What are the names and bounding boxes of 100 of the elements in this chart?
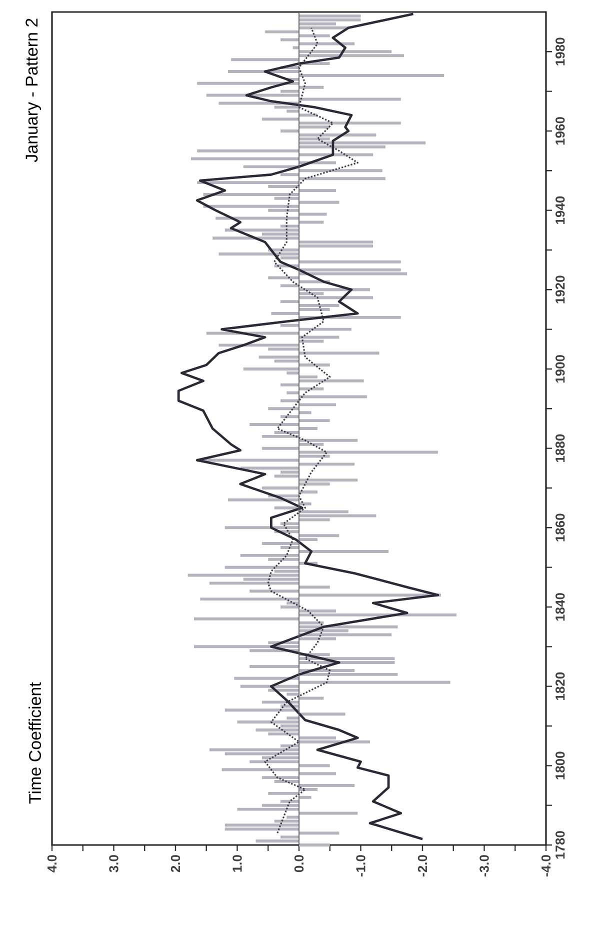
bar bbox=[243, 368, 299, 370]
bar bbox=[224, 228, 299, 232]
bar bbox=[298, 534, 340, 538]
bar bbox=[280, 284, 299, 288]
bar bbox=[298, 86, 324, 89]
bar bbox=[298, 764, 330, 768]
bar bbox=[218, 252, 299, 256]
bar bbox=[206, 94, 299, 97]
bar bbox=[262, 434, 299, 438]
bar bbox=[256, 840, 299, 843]
x-tick-label: 4.0 bbox=[47, 855, 57, 872]
bar bbox=[298, 26, 348, 30]
bar bbox=[298, 672, 398, 676]
bar bbox=[194, 617, 299, 620]
bar bbox=[280, 415, 299, 418]
bar bbox=[203, 204, 299, 208]
bar bbox=[274, 506, 299, 510]
y-tick-label: 1880 bbox=[556, 434, 565, 462]
bar bbox=[231, 58, 299, 62]
bar bbox=[298, 387, 324, 390]
bar bbox=[262, 486, 299, 490]
bar bbox=[298, 403, 336, 406]
bar bbox=[262, 776, 299, 780]
bar bbox=[240, 466, 299, 470]
bar bbox=[224, 566, 299, 569]
bar bbox=[250, 590, 299, 593]
x-tick-label: -2.0 bbox=[418, 855, 428, 876]
y-tick-label: 1820 bbox=[556, 672, 565, 700]
bar bbox=[298, 450, 438, 454]
bar bbox=[209, 748, 299, 752]
bar bbox=[298, 796, 312, 799]
bar bbox=[298, 169, 382, 172]
bar bbox=[271, 312, 299, 315]
bar bbox=[237, 720, 299, 724]
text: January - Pattern 2 bbox=[26, 18, 42, 162]
bar bbox=[298, 550, 389, 553]
bar bbox=[298, 260, 401, 264]
bar bbox=[237, 808, 299, 811]
bar bbox=[298, 200, 340, 204]
bar bbox=[280, 130, 299, 132]
x-tick-label: 1.0 bbox=[232, 855, 242, 872]
bar bbox=[298, 594, 442, 597]
y-tick-label: 1860 bbox=[556, 514, 565, 542]
bar bbox=[298, 189, 336, 192]
x-tick-label: -1.0 bbox=[356, 855, 366, 876]
bar bbox=[298, 328, 352, 331]
x-tick-label: -4.0 bbox=[541, 855, 551, 876]
bar bbox=[265, 30, 299, 34]
bar bbox=[298, 352, 380, 355]
bar bbox=[292, 46, 299, 50]
bar bbox=[298, 122, 401, 125]
bar bbox=[197, 458, 299, 462]
bar bbox=[298, 812, 358, 815]
bar bbox=[200, 598, 299, 601]
bar bbox=[194, 645, 299, 648]
bar bbox=[268, 407, 299, 410]
bar bbox=[298, 586, 330, 589]
bar bbox=[234, 676, 299, 680]
y-axis-title: Time Coefficient bbox=[28, 682, 42, 804]
bar bbox=[298, 490, 318, 494]
y-tick-label: 1780 bbox=[556, 831, 565, 859]
bar bbox=[298, 34, 330, 38]
bar bbox=[298, 296, 374, 300]
bar bbox=[188, 574, 299, 577]
bar bbox=[258, 356, 299, 359]
bar bbox=[298, 844, 330, 846]
bar bbox=[298, 177, 386, 180]
bar bbox=[298, 419, 330, 422]
bar bbox=[262, 118, 299, 121]
y-tick-label: 1960 bbox=[556, 117, 565, 145]
x-tick-label: 2.0 bbox=[170, 855, 180, 872]
bar bbox=[280, 173, 299, 176]
bar bbox=[197, 181, 299, 184]
bar bbox=[268, 792, 299, 795]
bar bbox=[298, 379, 364, 382]
bar bbox=[256, 728, 299, 732]
bar bbox=[224, 708, 299, 712]
bar bbox=[209, 582, 299, 585]
bar bbox=[298, 832, 340, 835]
bar bbox=[280, 383, 299, 386]
bar bbox=[298, 427, 318, 430]
bar bbox=[250, 760, 299, 764]
y-tick-label: 1980 bbox=[556, 38, 565, 66]
bar bbox=[298, 478, 358, 482]
bar bbox=[280, 324, 299, 327]
y-tick-label: 1840 bbox=[556, 593, 565, 621]
bar bbox=[197, 82, 299, 85]
bar bbox=[298, 438, 358, 442]
bar bbox=[298, 74, 444, 77]
bar bbox=[298, 772, 336, 776]
bar bbox=[286, 391, 299, 394]
bar bbox=[243, 165, 299, 168]
bar bbox=[240, 684, 299, 688]
x-tick-label: 3.0 bbox=[109, 855, 118, 872]
bar bbox=[298, 712, 346, 716]
bar bbox=[298, 784, 355, 787]
bar bbox=[298, 212, 327, 216]
bar bbox=[298, 54, 404, 58]
bar bbox=[298, 633, 392, 636]
bar bbox=[228, 498, 299, 502]
